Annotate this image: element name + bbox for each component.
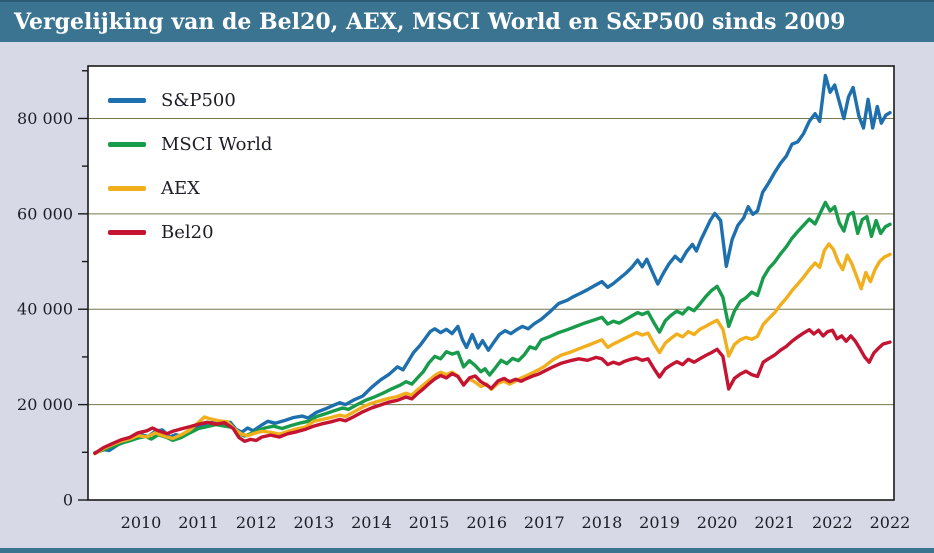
y-tick-label-0: 0: [63, 491, 73, 510]
x-tick-label-2021: 2021: [754, 513, 795, 532]
chart-title: Vergelijking van de Bel20, AEX, MSCI Wor…: [14, 9, 846, 35]
x-tick-label-2017: 2017: [524, 513, 565, 532]
x-tick-label-2011: 2011: [178, 513, 219, 532]
legend-label: MSCI World: [161, 133, 273, 155]
x-tick-label-2018: 2018: [582, 513, 623, 532]
x-tick-label-2010: 2010: [121, 513, 162, 532]
x-tick-label-2013: 2013: [293, 513, 334, 532]
x-tick-label-2016: 2016: [466, 513, 507, 532]
x-tick-label-2019: 2019: [639, 513, 680, 532]
y-tick-label-60000: 60 000: [17, 204, 73, 223]
series-line-bel20: [93, 328, 892, 455]
legend-item-aex: AEX: [108, 166, 272, 210]
legend-label: Bel20: [161, 221, 214, 243]
legend-swatch-aex: [108, 185, 146, 191]
series-line-s-p500: [93, 73, 892, 455]
x-tick-label-2020: 2020: [697, 513, 738, 532]
legend-item-bel20: Bel20: [108, 210, 272, 254]
x-tick-label-2015: 2015: [409, 513, 450, 532]
legend-item-s-p500: S&P500: [108, 78, 272, 122]
x-tick-label-2022: 2022: [812, 513, 853, 532]
y-tick-label-20000: 20 000: [17, 395, 73, 414]
x-tick-label-2022: 2022: [870, 513, 911, 532]
bottom-bar: [0, 548, 934, 553]
legend: S&P500 MSCI World AEX Bel20: [108, 78, 272, 254]
y-tick-label-40000: 40 000: [17, 300, 73, 319]
legend-item-msci-world: MSCI World: [108, 122, 272, 166]
y-tick-label-80000: 80 000: [17, 109, 73, 128]
plot-area: [88, 66, 894, 500]
x-tick-label-2014: 2014: [351, 513, 392, 532]
plot-border: [87, 65, 895, 501]
legend-swatch-bel20: [108, 229, 146, 235]
legend-swatch-msci-world: [108, 141, 146, 147]
title-bar: Vergelijking van de Bel20, AEX, MSCI Wor…: [0, 0, 934, 42]
legend-label: AEX: [161, 177, 200, 199]
legend-label: S&P500: [161, 89, 236, 111]
x-tick-label-2012: 2012: [236, 513, 277, 532]
series-line-aex: [93, 242, 892, 456]
legend-swatch-s-p500: [108, 97, 146, 103]
